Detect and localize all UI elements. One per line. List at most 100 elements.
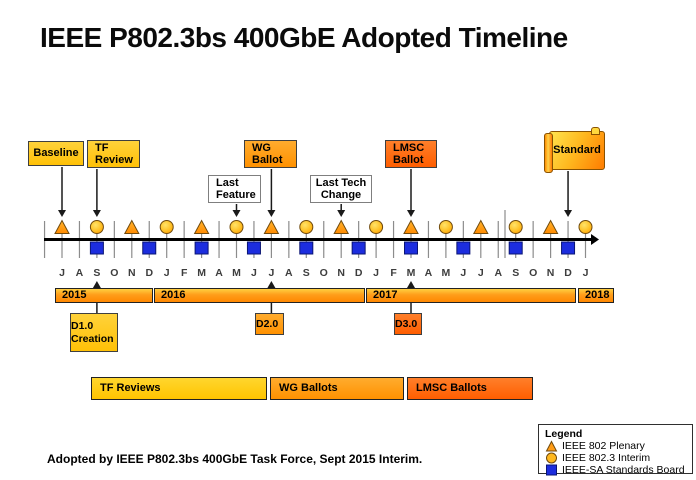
month-label: M [442,267,451,279]
draft-label: D2.0 [256,317,279,330]
month-label: F [390,267,397,279]
callout-arrow-head [337,210,346,217]
legend-item: IEEE 802.3 Interim [545,452,686,464]
draft-arrow-head [407,281,415,288]
interim-marker-circle [299,220,314,234]
month-label: A [425,267,433,279]
callout-last-feature: Last Feature [208,175,261,203]
draft-d2-0: D2.0 [255,313,284,335]
interim-marker-circle [229,220,244,234]
draft-d1-0-creation: D1.0 Creation [70,313,118,352]
month-label: S [303,267,310,279]
callout-label: WG [252,141,271,154]
legend-item-label: IEEE 802 Plenary [562,439,645,452]
month-label: A [76,267,84,279]
callout-tf-review: TF Review [87,140,140,168]
month-label: J [268,267,274,279]
legend-item: IEEE-SA Standards Board [545,464,686,476]
standards-board-marker-square [351,241,366,255]
phase-bar-tf-reviews: TF Reviews [91,377,267,400]
standards-board-marker-square [142,241,157,255]
month-label: J [373,267,379,279]
interim-marker-circle [369,220,384,234]
interim-marker-circle [578,220,593,234]
legend-title: Legend [545,428,583,440]
callout-arrow-head [58,210,66,217]
draft-label: Creation [71,332,114,345]
legend-item-label: IEEE-SA Standards Board [562,463,685,476]
callout-label: Feature [216,189,256,201]
triangle-legend-icon [545,440,558,452]
callout-label: TF [95,141,109,154]
legend-item: IEEE 802 Plenary [545,440,686,452]
year-bar-2016: 2016 [154,288,365,303]
month-label: N [547,267,555,279]
callout-lmsc-ballot: LMSC Ballot [385,140,437,168]
page-title: IEEE P802.3bs 400GbE Adopted Timeline [40,22,568,53]
month-label: O [529,267,537,279]
month-label: S [93,267,100,279]
plenary-marker-triangle [333,219,350,234]
callout-arrow-head [267,210,276,217]
callout-arrow-head [407,210,415,217]
year-bar-2017: 2017 [366,288,576,303]
plenary-marker-triangle [472,219,489,234]
callout-arrow-head [232,210,241,217]
standards-board-marker-square [456,241,471,255]
callout-label: Change [320,189,362,201]
standards-board-marker-square [89,241,104,255]
month-label: J [59,267,65,279]
timeline-axis-arrowhead [591,234,599,245]
month-label: J [478,267,484,279]
legend-item-label: IEEE 802.3 Interim [562,451,651,464]
month-label: O [110,267,118,279]
footer-note: Adopted by IEEE P802.3bs 400GbE Task For… [47,452,423,466]
draft-d3-0: D3.0 [394,313,422,335]
interim-marker-circle [508,220,523,234]
draft-arrow-head [92,281,101,288]
standards-board-marker-square [508,241,523,255]
square-legend-icon [545,464,558,476]
month-label: A [215,267,223,279]
month-label: D [355,267,363,279]
callout-label: Ballot [252,154,283,166]
callout-label: Last [216,176,239,189]
year-bar-2015: 2015 [55,288,153,303]
month-label: J [460,267,466,279]
standards-board-marker-square [561,241,576,255]
plenary-marker-triangle [263,219,280,234]
month-label: A [494,267,502,279]
callout-label: Ballot [393,154,424,166]
month-label: D [564,267,572,279]
standards-board-marker-square [246,241,261,255]
month-label: J [583,267,589,279]
month-label: A [285,267,293,279]
phase-bar-lmsc-ballots: LMSC Ballots [407,377,533,400]
standards-board-marker-square [404,241,418,255]
callout-label: LMSC [393,141,425,154]
interim-marker-circle [159,220,174,234]
month-label: N [337,267,345,279]
standards-board-marker-square [299,241,314,255]
month-label: O [320,267,328,279]
month-label: M [407,267,416,279]
draft-label: D1.0 [71,320,94,332]
month-label: M [197,267,206,279]
callout-arrow-head [92,210,101,217]
legend: Legend IEEE 802 Plenary IEEE 802.3 Interi… [538,424,693,476]
callout-label: Last Tech [315,176,367,189]
draft-label: D3.0 [395,317,418,330]
callout-baseline: Baseline [28,141,84,166]
circle-legend-icon [545,452,558,464]
standards-board-marker-square [194,241,209,255]
draft-arrow-head [267,281,276,288]
callout-label: Standard [553,144,601,157]
interim-marker-circle [438,220,453,234]
callout-label: Baseline [33,147,79,160]
month-label: F [181,267,188,279]
phase-bar-wg-ballots: WG Ballots [270,377,404,400]
interim-marker-circle [89,220,104,234]
plenary-marker-triangle [403,219,419,234]
